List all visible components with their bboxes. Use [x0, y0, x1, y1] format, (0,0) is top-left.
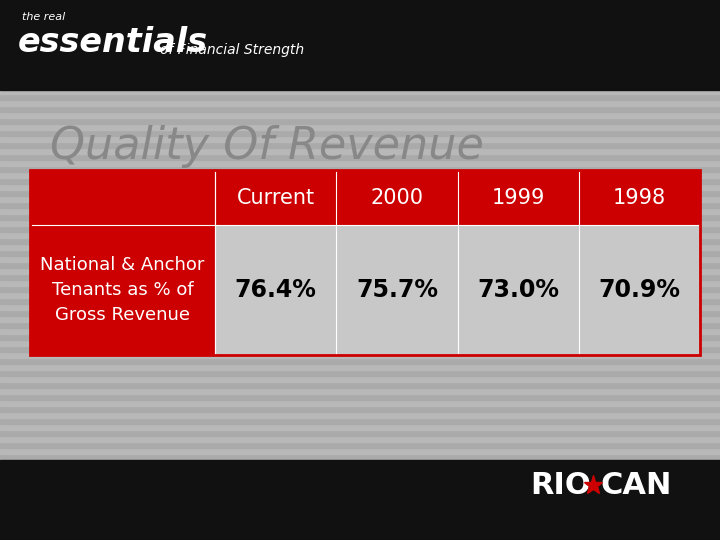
Bar — [0, 160, 720, 166]
Bar — [0, 262, 720, 268]
Bar — [0, 142, 720, 148]
Bar — [0, 436, 720, 442]
Bar — [0, 442, 720, 448]
Text: 1999: 1999 — [492, 187, 545, 207]
Text: 76.4%: 76.4% — [235, 278, 317, 302]
Bar — [0, 154, 720, 160]
Text: RIO: RIO — [530, 470, 590, 500]
Bar — [0, 184, 720, 190]
Text: the real: the real — [22, 12, 66, 22]
Bar — [0, 316, 720, 322]
Bar — [0, 454, 720, 460]
Bar — [0, 268, 720, 274]
Bar — [0, 406, 720, 412]
Bar — [215, 225, 336, 355]
Bar — [0, 304, 720, 310]
Bar — [0, 322, 720, 328]
Bar — [0, 94, 720, 100]
Bar — [0, 172, 720, 178]
Bar — [0, 292, 720, 298]
Bar — [0, 106, 720, 112]
Bar — [0, 328, 720, 334]
Text: essentials: essentials — [18, 26, 208, 59]
Bar — [0, 256, 720, 262]
Bar — [0, 202, 720, 208]
Text: CAN: CAN — [600, 470, 671, 500]
Bar — [0, 460, 720, 540]
Bar — [0, 214, 720, 220]
Bar — [30, 170, 700, 225]
Bar — [0, 448, 720, 454]
Bar — [0, 400, 720, 406]
Bar — [0, 358, 720, 364]
Text: Current: Current — [237, 187, 315, 207]
Bar — [0, 334, 720, 340]
Bar — [0, 118, 720, 124]
Bar — [0, 88, 720, 94]
Text: Quality Of Revenue: Quality Of Revenue — [50, 125, 484, 168]
Bar — [0, 124, 720, 130]
Bar — [0, 412, 720, 418]
Bar — [0, 364, 720, 370]
Bar — [0, 190, 720, 196]
Bar — [457, 225, 579, 355]
Bar — [0, 238, 720, 244]
Bar — [30, 225, 215, 355]
Text: National & Anchor
Tenants as % of
Gross Revenue: National & Anchor Tenants as % of Gross … — [40, 256, 204, 324]
Bar — [0, 112, 720, 118]
Text: 2000: 2000 — [370, 187, 423, 207]
Bar — [0, 136, 720, 142]
Bar — [0, 310, 720, 316]
Bar — [579, 225, 700, 355]
Bar — [0, 148, 720, 154]
Bar — [0, 244, 720, 250]
Bar — [0, 280, 720, 286]
Bar — [0, 352, 720, 358]
Bar — [0, 0, 720, 90]
Text: of Financial Strength: of Financial Strength — [160, 43, 304, 57]
Bar — [0, 178, 720, 184]
Bar — [0, 274, 720, 280]
Bar — [0, 376, 720, 382]
Bar — [336, 225, 457, 355]
Bar — [0, 232, 720, 238]
Text: 73.0%: 73.0% — [477, 278, 559, 302]
Text: 70.9%: 70.9% — [598, 278, 680, 302]
Bar — [0, 166, 720, 172]
Bar — [0, 226, 720, 232]
Bar — [0, 130, 720, 136]
Bar — [0, 346, 720, 352]
Bar — [0, 286, 720, 292]
Bar — [0, 340, 720, 346]
Bar — [30, 170, 700, 355]
Bar — [0, 208, 720, 214]
Bar — [0, 298, 720, 304]
Bar — [0, 370, 720, 376]
Bar — [0, 100, 720, 106]
Bar — [0, 196, 720, 202]
Bar — [0, 394, 720, 400]
Text: 1998: 1998 — [613, 187, 666, 207]
Bar — [0, 220, 720, 226]
Bar — [0, 418, 720, 424]
Bar — [0, 382, 720, 388]
Bar — [0, 430, 720, 436]
Text: 75.7%: 75.7% — [356, 278, 438, 302]
Bar — [0, 388, 720, 394]
Bar — [0, 424, 720, 430]
Bar — [0, 250, 720, 256]
